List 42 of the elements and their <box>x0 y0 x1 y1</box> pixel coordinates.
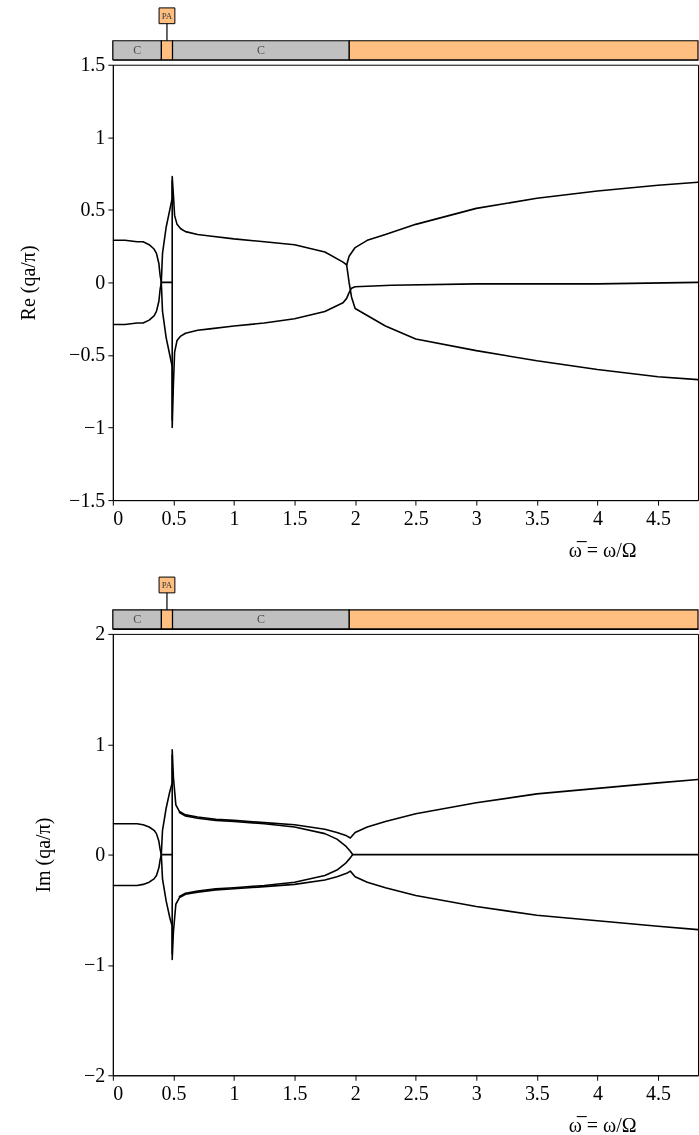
y-tick-label: −2 <box>84 1063 106 1086</box>
x-tick-label: 0.5 <box>161 1081 187 1104</box>
x-tick-label: 1.5 <box>282 506 308 529</box>
x-tick-label: 1.5 <box>282 1081 308 1104</box>
x-tick-label: 2 <box>350 506 361 529</box>
y-tick-label: 0.5 <box>80 198 106 221</box>
x-tick-label: 4.5 <box>646 506 672 529</box>
x-tick-label: 4.5 <box>646 1081 672 1104</box>
y-tick-label: −1 <box>84 953 106 976</box>
text: PA <box>161 579 173 590</box>
series-label: C <box>256 612 265 627</box>
x-tick-label: 1 <box>229 1081 240 1104</box>
y-axis-title: Re (qa/π) <box>17 245 41 321</box>
y-axis-title: Im (qa/π) <box>32 817 56 893</box>
x-axis-title: ω̅ = ω/Ω <box>568 1113 637 1135</box>
y-tick-label: 1 <box>95 125 106 148</box>
y-tick-label: 0 <box>95 270 106 293</box>
x-tick-label: 0 <box>113 506 124 529</box>
series-label: C <box>133 43 142 58</box>
y-tick-label: 0 <box>95 843 106 866</box>
y-tick-label: −1.5 <box>69 488 106 511</box>
y-tick-label: −1 <box>84 416 106 439</box>
text: PA <box>161 10 173 21</box>
x-axis-title: ω̅ = ω/Ω <box>568 538 637 561</box>
x-tick-label: 2 <box>350 1081 361 1104</box>
x-tick-label: 0.5 <box>161 506 187 529</box>
x-tick-label: 3 <box>471 506 482 529</box>
series-label: C <box>256 43 265 58</box>
x-tick-label: 3.5 <box>524 506 550 529</box>
x-tick-label: 3.5 <box>524 1081 550 1104</box>
series-label: C <box>133 612 142 627</box>
y-tick-label: −0.5 <box>69 343 106 366</box>
x-tick-label: 4 <box>592 1081 603 1104</box>
y-tick-label: 2 <box>95 622 106 645</box>
x-tick-label: 0 <box>113 1081 124 1104</box>
x-tick-label: 3 <box>471 1081 482 1104</box>
x-tick-label: 2.5 <box>403 1081 429 1104</box>
x-tick-label: 1 <box>229 506 240 529</box>
y-tick-label: 1 <box>95 732 106 755</box>
x-tick-label: 4 <box>592 506 603 529</box>
y-tick-label: 1.5 <box>80 53 106 76</box>
x-tick-label: 2.5 <box>403 506 429 529</box>
